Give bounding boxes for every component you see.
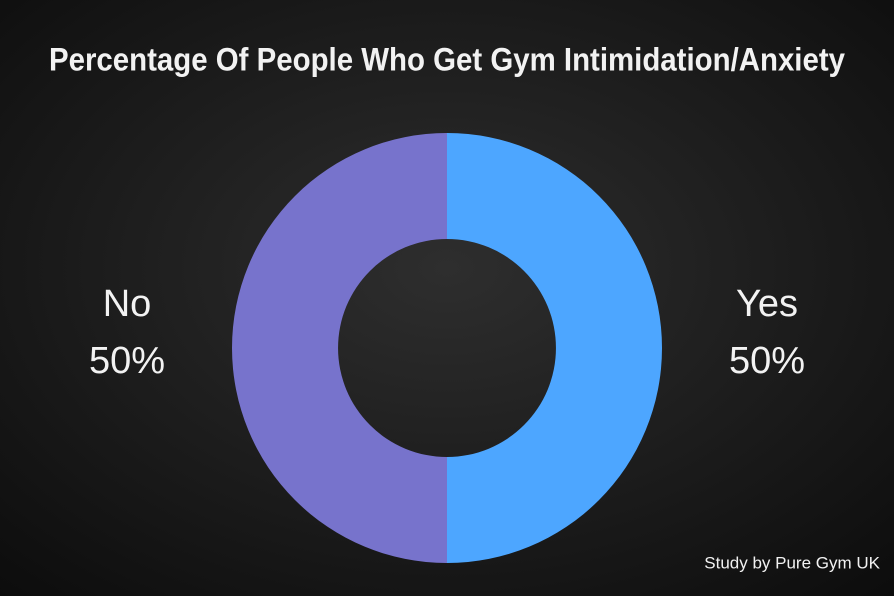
value-label: 50% <box>89 340 165 382</box>
donut-segment <box>447 133 662 563</box>
chart-title: Percentage Of People Who Get Gym Intimid… <box>49 41 845 77</box>
category-label: No <box>103 283 152 325</box>
source-note: Study by Pure Gym UK <box>704 553 880 572</box>
category-label: Yes <box>736 283 798 325</box>
donut-segment <box>232 133 447 563</box>
value-label: 50% <box>729 340 805 382</box>
